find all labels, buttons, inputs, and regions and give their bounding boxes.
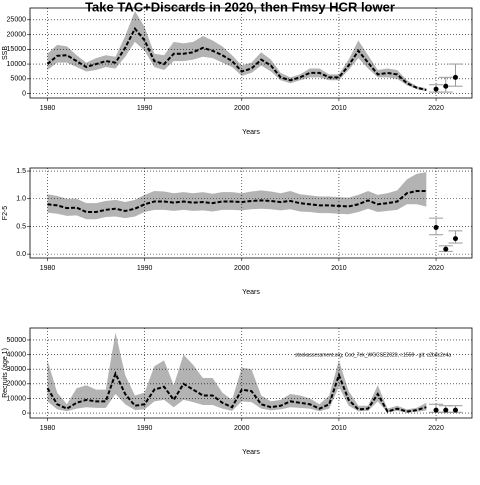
projection-point bbox=[452, 236, 458, 242]
x-axis-label: Years bbox=[242, 449, 260, 456]
y-tick-label: 1.5 bbox=[16, 168, 26, 175]
estimate-line bbox=[47, 189, 427, 214]
x-axis-label: Years bbox=[242, 129, 260, 136]
x-tick-label: 2000 bbox=[234, 425, 250, 432]
y-tick-label: 20000 bbox=[7, 31, 27, 38]
chart-title: Take TAC+Discards in 2020, then Fmsy HCR… bbox=[85, 0, 395, 14]
projection-point bbox=[443, 246, 449, 252]
y-tick-label: 50000 bbox=[7, 337, 27, 344]
y-tick-label: 0.0 bbox=[16, 251, 26, 258]
y-axis-label: F2-5 bbox=[2, 206, 9, 221]
x-tick-label: 2010 bbox=[331, 265, 347, 272]
x-tick-label: 1980 bbox=[40, 265, 56, 272]
plot-frame bbox=[29, 327, 473, 419]
x-tick-label: 2010 bbox=[331, 105, 347, 112]
y-tick-label: 25000 bbox=[7, 17, 27, 24]
projection-point bbox=[443, 407, 449, 413]
x-tick-label: 1990 bbox=[137, 105, 153, 112]
projection-point bbox=[452, 407, 458, 413]
y-tick-label: 10000 bbox=[7, 395, 27, 402]
x-tick-label: 1990 bbox=[137, 425, 153, 432]
estimate-line bbox=[46, 26, 427, 92]
estimate-line bbox=[46, 370, 427, 413]
x-tick-label: 2010 bbox=[331, 425, 347, 432]
y-axis-label: Recruits (age 1) bbox=[2, 348, 9, 398]
annotation: stockassessment.org, Cod_7ek_WGCSE2020, … bbox=[295, 352, 451, 358]
x-tick-label: 1980 bbox=[40, 425, 56, 432]
x-tick-label: 2020 bbox=[428, 425, 444, 432]
projection-point bbox=[433, 407, 439, 413]
confidence-band bbox=[47, 172, 427, 220]
plot-frame bbox=[29, 167, 473, 259]
y-axis-label: SSB bbox=[2, 46, 9, 60]
x-tick-label: 2020 bbox=[428, 105, 444, 112]
x-tick-label: 2000 bbox=[234, 105, 250, 112]
y-tick-label: 1.0 bbox=[16, 196, 26, 203]
x-tick-label: 2000 bbox=[234, 265, 250, 272]
x-axis-label: Years bbox=[242, 289, 260, 296]
y-tick-label: 20000 bbox=[7, 381, 27, 388]
y-tick-label: 15000 bbox=[7, 46, 27, 53]
x-tick-label: 1990 bbox=[137, 265, 153, 272]
confidence-band bbox=[47, 10, 427, 92]
y-tick-label: 5000 bbox=[10, 76, 26, 83]
plot-frame bbox=[29, 7, 473, 99]
y-tick-label: 0.5 bbox=[16, 223, 26, 230]
projection-point bbox=[433, 86, 439, 92]
y-tick-label: 0 bbox=[22, 410, 26, 417]
y-tick-label: 10000 bbox=[7, 61, 27, 68]
x-tick-label: 2020 bbox=[428, 265, 444, 272]
y-tick-label: 30000 bbox=[7, 366, 27, 373]
y-tick-label: 40000 bbox=[7, 351, 27, 358]
projection-point bbox=[433, 225, 439, 231]
projection-point bbox=[452, 74, 458, 80]
y-tick-label: 0 bbox=[22, 90, 26, 97]
projection-point bbox=[443, 83, 449, 89]
x-tick-label: 1980 bbox=[40, 105, 56, 112]
confidence-band bbox=[47, 332, 427, 413]
